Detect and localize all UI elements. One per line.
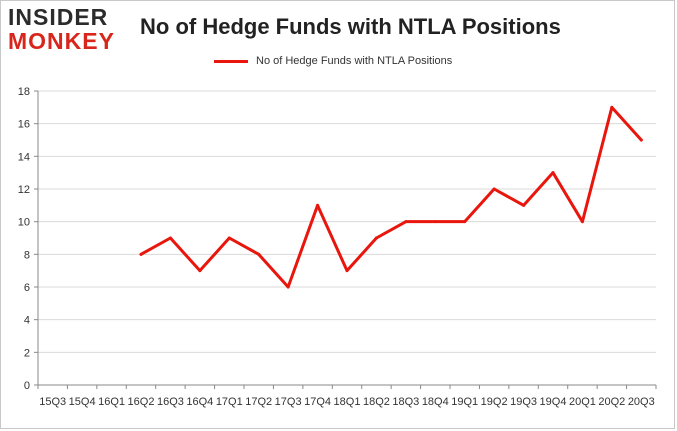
y-tick-label: 12 <box>18 184 30 196</box>
x-tick-label: 16Q3 <box>157 396 184 408</box>
data-point <box>198 269 202 273</box>
y-tick-label: 4 <box>24 315 30 327</box>
data-point <box>404 220 408 224</box>
y-tick-label: 6 <box>24 282 30 294</box>
x-tick-label: 17Q1 <box>216 396 243 408</box>
x-tick-label: 18Q2 <box>363 396 390 408</box>
x-tick-label: 19Q1 <box>451 396 478 408</box>
chart-title: No of Hedge Funds with NTLA Positions <box>140 14 561 39</box>
x-tick-label: 20Q3 <box>628 396 655 408</box>
data-point <box>168 236 172 240</box>
data-point <box>551 171 555 175</box>
x-tick-label: 20Q1 <box>569 396 596 408</box>
x-tick-label: 19Q3 <box>510 396 537 408</box>
y-tick-label: 10 <box>18 217 30 229</box>
x-tick-label: 19Q2 <box>481 396 508 408</box>
y-axis-ticks: 0 2 4 6 8 10 12 14 16 18 <box>18 86 38 392</box>
x-tick-label: 18Q4 <box>422 396 449 408</box>
data-point <box>463 220 467 224</box>
chart-legend: No of Hedge Funds with NTLA Positions <box>214 53 452 69</box>
x-tick-label: 16Q4 <box>186 396 213 408</box>
data-point <box>580 220 584 224</box>
insider-monkey-logo: INSIDER MONKEY <box>8 6 126 53</box>
x-tick-label: 17Q4 <box>304 396 331 408</box>
gridlines <box>38 90 656 353</box>
x-axis-ticks: 15Q3 15Q4 16Q1 16Q2 16Q3 16Q4 17Q1 17Q2 17Q3 17Q4… <box>37 385 657 408</box>
x-tick-label: 17Q2 <box>245 396 272 408</box>
y-tick-label: 0 <box>24 380 30 392</box>
x-tick-label: 19Q4 <box>540 396 567 408</box>
x-tick-label: 15Q3 <box>39 396 66 408</box>
logo-line-1: INSIDER <box>8 4 109 30</box>
x-tick-label: 15Q4 <box>69 396 96 408</box>
y-tick-label: 16 <box>18 119 30 131</box>
x-tick-label: 18Q3 <box>392 396 419 408</box>
legend-label: No of Hedge Funds with NTLA Positions <box>256 55 453 67</box>
data-point <box>345 269 349 273</box>
data-point <box>316 203 320 207</box>
data-point <box>374 236 378 240</box>
y-tick-label: 8 <box>24 249 30 261</box>
x-tick-label: 16Q2 <box>128 396 155 408</box>
x-tick-label: 16Q1 <box>98 396 125 408</box>
data-point <box>433 220 437 224</box>
x-tick-label: 17Q3 <box>275 396 302 408</box>
y-tick-label: 18 <box>18 86 30 98</box>
y-tick-label: 14 <box>18 151 30 163</box>
data-point <box>639 138 643 142</box>
y-tick-label: 2 <box>24 347 30 359</box>
data-point <box>286 285 290 289</box>
data-point <box>492 187 496 191</box>
data-point <box>257 252 261 256</box>
legend-swatch <box>214 59 248 63</box>
data-point <box>139 252 143 256</box>
data-point <box>610 105 614 109</box>
x-tick-label: 18Q1 <box>334 396 361 408</box>
series-line <box>139 105 643 289</box>
data-point <box>227 236 231 240</box>
data-point <box>522 203 526 207</box>
series-group <box>139 105 643 289</box>
x-tick-label: 20Q2 <box>598 396 625 408</box>
logo-line-2: MONKEY <box>8 28 115 54</box>
